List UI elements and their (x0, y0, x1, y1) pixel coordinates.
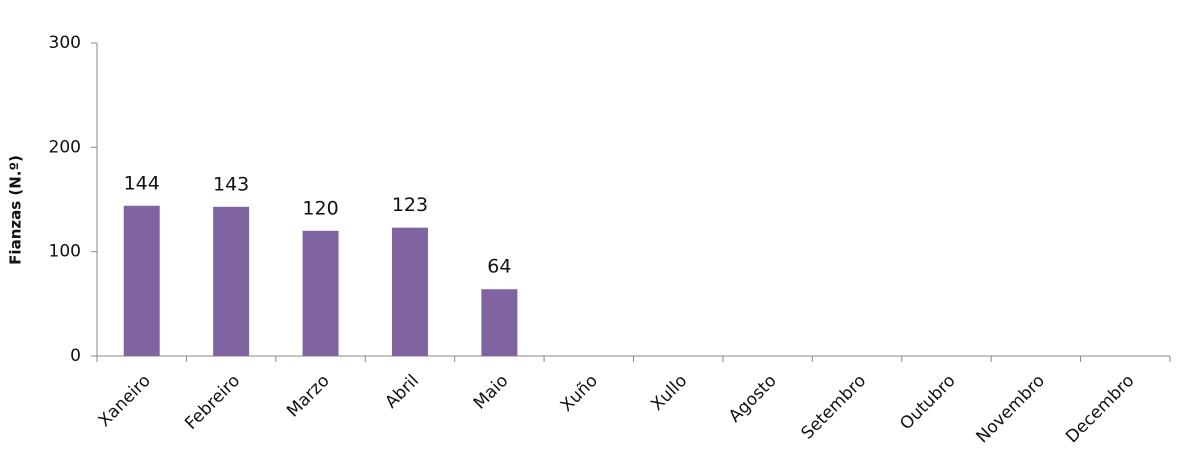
data-label: 144 (124, 172, 160, 194)
x-tick-label: Xullo (647, 371, 691, 415)
bar (123, 205, 160, 356)
x-tick-label: Febreiro (181, 371, 244, 434)
x-tick-label: Maio (470, 371, 513, 414)
x-tick-label: Novembro (973, 371, 1049, 447)
x-tick-label: Marzo (283, 371, 333, 421)
bar (213, 206, 250, 356)
x-tick-label: Xuño (557, 371, 602, 416)
x-tick-label: Xaneiro (95, 371, 155, 431)
bar (481, 289, 518, 356)
bar (302, 230, 339, 356)
y-tick-label: 200 (49, 137, 81, 157)
x-tick-label: Setembro (797, 371, 870, 444)
y-tick-label: 0 (70, 346, 81, 366)
data-label: 64 (487, 256, 511, 278)
x-tick-label: Outubro (896, 371, 959, 434)
y-axis-label: Fianzas (N.º) (7, 155, 25, 265)
x-tick-label: Abril (381, 371, 423, 413)
y-tick-label: 300 (49, 33, 81, 53)
bar (391, 227, 428, 356)
x-tick-label: Agosto (725, 371, 781, 427)
y-tick-label: 100 (49, 242, 81, 262)
data-label: 120 (302, 197, 338, 219)
data-label: 123 (392, 194, 428, 216)
data-label: 143 (213, 173, 249, 195)
x-tick-label: Decembro (1062, 371, 1138, 447)
